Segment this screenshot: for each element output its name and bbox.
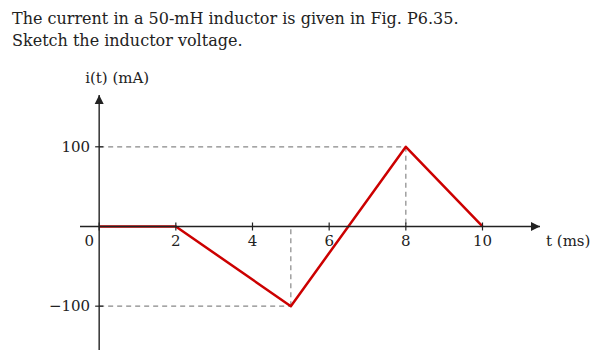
x-tick (252, 222, 253, 230)
guide-vertical (290, 226, 291, 306)
x-tick (405, 222, 406, 230)
title-line: Sketch the inductor voltage. (12, 31, 242, 50)
y-axis-label: i(t) (mA) (85, 69, 149, 87)
y-tick (95, 306, 103, 307)
x-axis (80, 226, 540, 227)
chart-container: The current in a 50-mH inductor is given… (0, 0, 604, 364)
x-tick (99, 222, 100, 230)
guide-horizontal (99, 306, 291, 307)
x-tick (482, 222, 483, 230)
x-tick (329, 222, 330, 230)
y-tick (95, 146, 103, 147)
title: The current in a 50-mH inductor is given… (12, 9, 459, 50)
y-axis-arrow (95, 95, 104, 104)
y-axis (98, 95, 99, 350)
guide-vertical (405, 147, 406, 227)
x-tick-label: 8 (401, 232, 411, 250)
x-tick-label: 0 (85, 232, 95, 250)
y-tick-label: 100 (62, 138, 91, 156)
x-axis-label: t (ms) (546, 232, 590, 250)
y-tick-label: −100 (49, 297, 90, 315)
x-tick-label: 2 (171, 232, 181, 250)
x-tick-label: 4 (248, 232, 258, 250)
x-tick (175, 222, 176, 230)
x-axis-arrow (531, 222, 540, 231)
background (0, 0, 604, 364)
x-tick-label: 6 (324, 232, 334, 250)
chart: The current in a 50-mH inductor is given… (0, 0, 604, 364)
guide-horizontal (99, 146, 406, 147)
x-tick-label: 10 (473, 232, 492, 250)
title-line: The current in a 50-mH inductor is given… (12, 9, 459, 28)
